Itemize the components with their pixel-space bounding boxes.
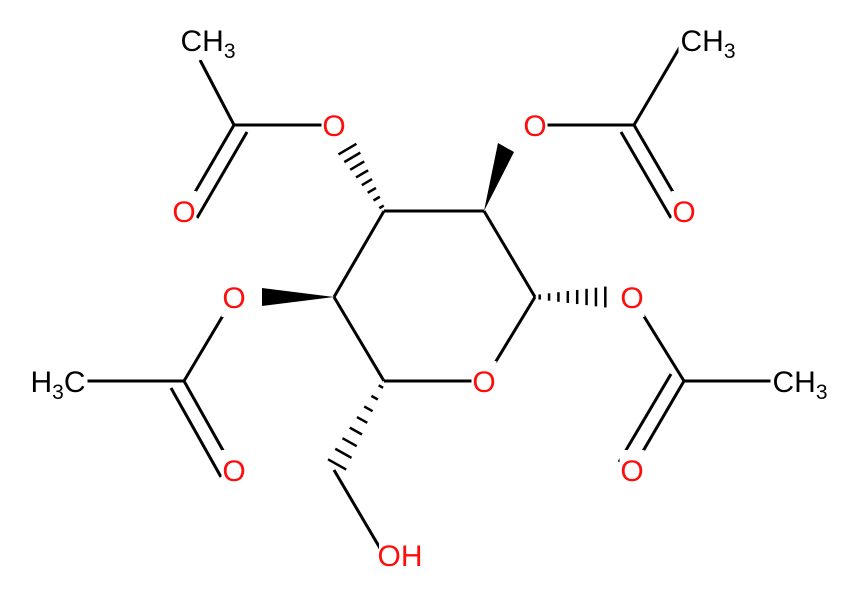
- hash-line: [356, 415, 368, 424]
- hash-line: [370, 394, 379, 401]
- bond: [169, 387, 223, 478]
- bond: [332, 469, 386, 556]
- atom-label: O: [672, 196, 695, 229]
- atom-background: [522, 105, 548, 145]
- hash-line: [334, 447, 353, 459]
- atom-background: [28, 361, 88, 401]
- hash-line: [349, 160, 365, 171]
- atom-label: H3C: [30, 366, 85, 404]
- bond: [198, 59, 236, 126]
- hash-line: [372, 195, 381, 202]
- hash-line: [341, 437, 358, 448]
- bond: [617, 373, 673, 463]
- atom-background: [671, 191, 697, 231]
- bond: [332, 296, 386, 382]
- hash-line: [378, 204, 385, 210]
- bond: [332, 210, 386, 298]
- atom-label: O: [620, 455, 643, 488]
- atom-label: O: [523, 110, 546, 143]
- atom-background: [471, 361, 497, 401]
- atom-background: [221, 450, 247, 490]
- atom-label: O: [322, 110, 345, 143]
- hash-line: [343, 151, 361, 164]
- atom-label: OH: [377, 540, 422, 573]
- hash-line: [363, 405, 374, 413]
- atom-label: CH3: [180, 25, 235, 63]
- atom-label: O: [620, 282, 643, 315]
- atom-label: O: [222, 282, 245, 315]
- bonds: [84, 39, 784, 556]
- atom-label: O: [472, 366, 495, 399]
- atom-background: [379, 535, 421, 575]
- hash-line: [337, 142, 358, 156]
- atom-background: [619, 450, 645, 490]
- atom-label: O: [222, 455, 245, 488]
- atom-background: [678, 20, 738, 60]
- atom-background: [770, 361, 830, 401]
- hash-line: [367, 186, 377, 194]
- bond: [632, 39, 686, 126]
- wedge-bond: [262, 288, 334, 306]
- atom-background: [619, 277, 645, 317]
- hash-line: [355, 169, 369, 179]
- wedge-bond: [484, 143, 514, 211]
- atom-label: O: [172, 196, 195, 229]
- atom-label: CH3: [772, 366, 827, 404]
- atom-background: [221, 277, 247, 317]
- hash-line: [327, 458, 347, 471]
- hash-line: [349, 426, 363, 436]
- hashed-bonds: [327, 142, 607, 471]
- bond: [482, 210, 537, 298]
- atom-background: [321, 105, 347, 145]
- atom-background: [178, 20, 238, 60]
- bond: [195, 131, 249, 219]
- bond: [619, 131, 673, 219]
- hash-line: [378, 384, 384, 389]
- atoms: O O O CH3 O CH3 O O CH3 O O H3C O OH: [28, 20, 830, 575]
- atom-label: CH3: [680, 25, 735, 63]
- hash-line: [361, 178, 373, 187]
- atom-background: [171, 191, 197, 231]
